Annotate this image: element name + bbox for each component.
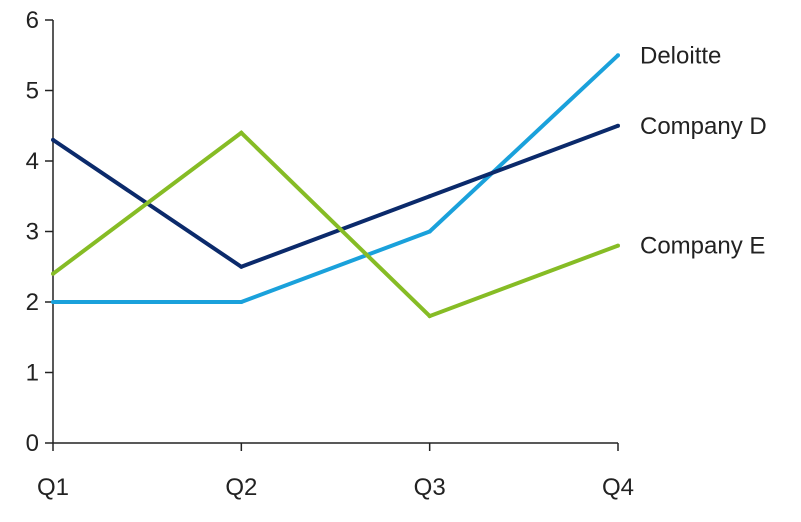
x-tick-label: Q2	[225, 474, 257, 501]
x-tick-label: Q4	[602, 474, 634, 501]
data-point	[239, 130, 244, 135]
data-point	[51, 137, 55, 142]
x-tick-label: Q1	[37, 474, 69, 501]
data-point	[51, 300, 55, 304]
data-point	[239, 300, 244, 304]
y-tick-label: 6	[26, 7, 39, 34]
series-line-company-e	[51, 130, 619, 319]
y-tick-label: 4	[26, 148, 39, 175]
axes: 0 1 2 3 4 5 6 Q1 Q2 Q3 Q4	[26, 7, 634, 501]
data-point	[616, 243, 620, 248]
series-label-company-e: Company E	[640, 233, 765, 260]
data-point	[427, 314, 432, 319]
series-line-deloitte	[53, 53, 620, 304]
data-point	[427, 194, 432, 199]
series-label-deloitte: Deloitte	[640, 42, 721, 69]
y-tick-label: 0	[26, 430, 39, 457]
y-tick-label: 5	[26, 78, 39, 105]
data-point	[616, 53, 620, 58]
series-labels: Deloitte Company D Company E	[640, 42, 767, 259]
data-point	[239, 264, 244, 269]
series-label-company-d: Company D	[640, 113, 767, 140]
y-tick-label: 1	[26, 360, 39, 387]
x-tick-label: Q3	[414, 474, 446, 501]
y-tick-label: 3	[26, 219, 39, 246]
y-tick-label: 2	[26, 289, 39, 316]
series-lines	[51, 53, 620, 319]
data-point	[51, 271, 55, 276]
series-line-company-d	[51, 123, 619, 270]
data-point	[616, 123, 620, 128]
data-point	[427, 229, 432, 234]
